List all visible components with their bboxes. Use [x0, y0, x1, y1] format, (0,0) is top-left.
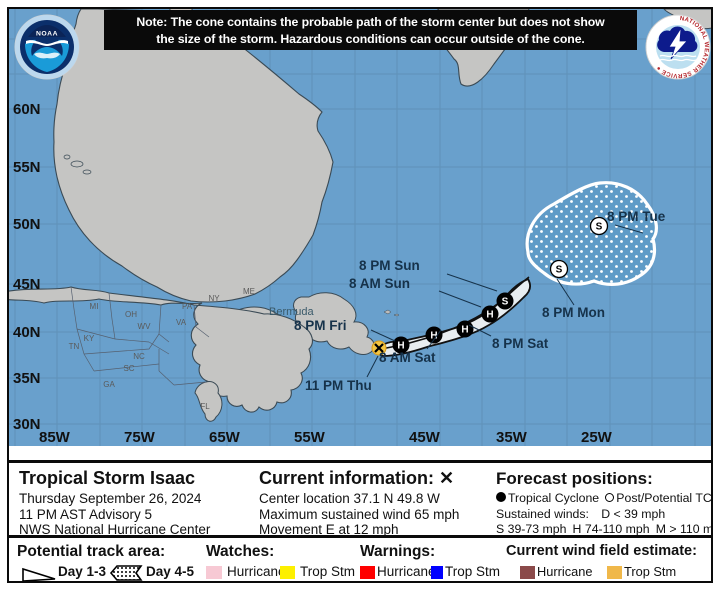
svg-text:60N: 60N [13, 101, 41, 118]
svg-text:NOAA: NOAA [36, 31, 58, 38]
svg-text:85W: 85W [39, 429, 71, 446]
svg-text:WV: WV [138, 322, 152, 331]
svg-text:PA: PA [182, 302, 193, 311]
svg-text:S: S [596, 222, 603, 233]
svg-text:Bermuda: Bermuda [269, 306, 315, 318]
svg-text:35W: 35W [496, 429, 528, 446]
svg-text:45W: 45W [409, 429, 441, 446]
svg-text:TN: TN [69, 342, 80, 351]
svg-text:ME: ME [243, 287, 255, 296]
svg-text:8 PM Mon: 8 PM Mon [542, 305, 605, 320]
svg-text:MI: MI [90, 302, 99, 311]
svg-text:55W: 55W [294, 429, 326, 446]
svg-text:H: H [461, 325, 468, 336]
svg-text:OH: OH [125, 310, 137, 319]
svg-text:SC: SC [123, 364, 134, 373]
svg-text:FL: FL [200, 402, 210, 411]
svg-text:8 AM Sat: 8 AM Sat [379, 350, 436, 365]
svg-text:8 PM Sat: 8 PM Sat [492, 336, 549, 351]
svg-text:NY: NY [208, 294, 220, 303]
svg-text:8 PM Fri: 8 PM Fri [294, 318, 347, 333]
svg-text:65W: 65W [209, 429, 241, 446]
svg-text:VA: VA [176, 318, 187, 327]
svg-text:50N: 50N [13, 216, 41, 233]
svg-text:40N: 40N [13, 324, 41, 341]
svg-text:45N: 45N [13, 276, 41, 293]
svg-text:75W: 75W [124, 429, 156, 446]
svg-text:30N: 30N [13, 416, 41, 433]
svg-text:NC: NC [133, 352, 145, 361]
svg-text:H: H [486, 310, 493, 321]
svg-text:8 PM Tue: 8 PM Tue [607, 209, 666, 224]
svg-text:KY: KY [84, 334, 95, 343]
svg-text:S: S [556, 265, 563, 276]
svg-text:35N: 35N [13, 370, 41, 387]
svg-text:S: S [502, 297, 509, 308]
svg-text:25W: 25W [581, 429, 613, 446]
svg-text:55N: 55N [13, 159, 41, 176]
svg-text:GA: GA [103, 380, 115, 389]
svg-text:8 AM Sun: 8 AM Sun [349, 276, 410, 291]
svg-text:11 PM Thu: 11 PM Thu [305, 378, 372, 393]
svg-text:8 PM Sun: 8 PM Sun [359, 258, 420, 273]
